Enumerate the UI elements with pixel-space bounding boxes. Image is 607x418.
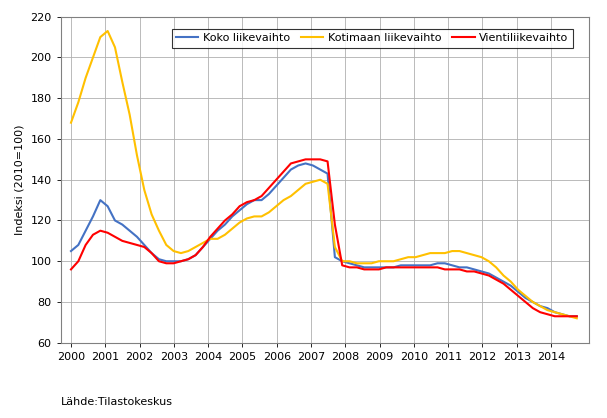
Koko liikevaihto [67,249,75,254]
Vientiliikevaihto [134,242,141,247]
Vientiliikevaihto [222,218,229,223]
Vientiliikevaihto [280,169,287,174]
Vientiliikevaihto [573,314,580,319]
Koko liikevaihto [185,257,192,262]
Koko liikevaihto [222,222,229,227]
Kotimaan liikevaihto [229,226,236,231]
Kotimaan liikevaihto [67,120,75,125]
Vientiliikevaihto [67,267,75,272]
Kotimaan liikevaihto [192,245,199,250]
Kotimaan liikevaihto [573,316,580,321]
Koko liikevaihto [353,263,361,268]
Kotimaan liikevaihto [507,279,515,284]
Kotimaan liikevaihto [500,273,507,278]
Koko liikevaihto [280,175,287,180]
Vientiliikevaihto [551,314,558,319]
Text: Lähde:Tilastokeskus: Lähde:Tilastokeskus [61,398,173,408]
Vientiliikevaihto [302,157,309,162]
Koko liikevaihto [302,161,309,166]
Kotimaan liikevaihto [353,261,361,266]
Kotimaan liikevaihto [104,28,111,33]
Koko liikevaihto [573,314,580,319]
Y-axis label: Indeksi (2010=100): Indeksi (2010=100) [15,125,25,235]
Line: Vientiliikevaihto: Vientiliikevaihto [71,159,577,316]
Koko liikevaihto [566,314,573,319]
Line: Kotimaan liikevaihto: Kotimaan liikevaihto [71,31,577,319]
Vientiliikevaihto [185,257,192,262]
Koko liikevaihto [507,283,515,288]
Vientiliikevaihto [507,287,515,292]
Koko liikevaihto [134,234,141,239]
Kotimaan liikevaihto [141,187,148,192]
Legend: Koko liikevaihto, Kotimaan liikevaihto, Vientiliikevaihto: Koko liikevaihto, Kotimaan liikevaihto, … [172,29,572,48]
Line: Koko liikevaihto: Koko liikevaihto [71,163,577,316]
Vientiliikevaihto [353,265,361,270]
